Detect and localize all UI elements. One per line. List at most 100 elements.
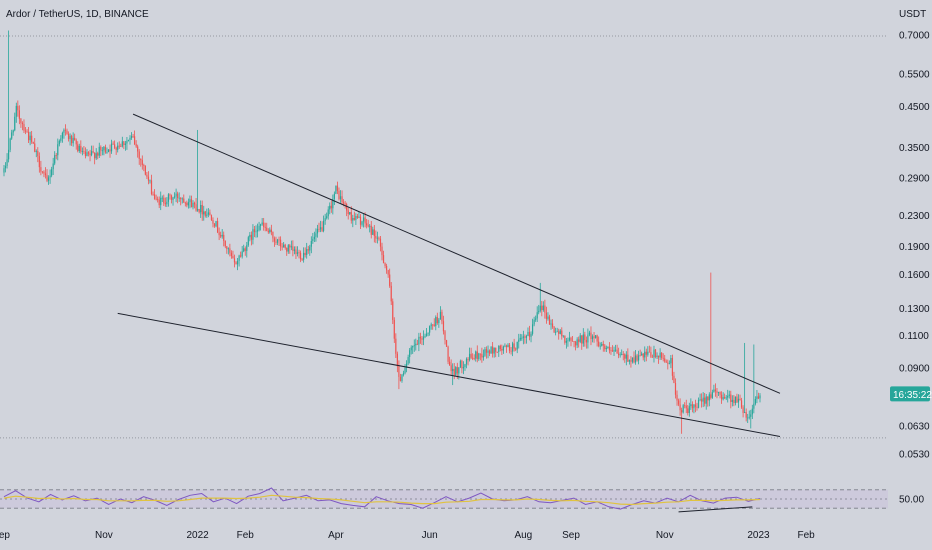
candle <box>161 195 163 203</box>
candle-body <box>4 165 7 169</box>
candle-body <box>393 319 395 339</box>
candle-body <box>458 367 460 374</box>
candle <box>198 208 200 214</box>
candle <box>350 206 352 224</box>
candle <box>519 333 521 342</box>
candle <box>598 336 600 348</box>
candle <box>638 350 640 365</box>
candle-body <box>499 345 501 350</box>
candle-body <box>69 135 71 139</box>
candle-body <box>653 349 655 358</box>
candle <box>548 314 551 325</box>
candle-body <box>350 212 352 221</box>
candle <box>316 224 319 238</box>
candle-body <box>739 398 741 401</box>
candle-body <box>487 350 489 353</box>
candle <box>126 137 128 150</box>
current-price-label: 16:35:22 <box>893 390 932 401</box>
candle <box>630 356 632 368</box>
candle-body <box>453 368 455 375</box>
candle-body <box>488 350 491 354</box>
candle-body <box>598 341 600 346</box>
candle-body <box>756 396 758 400</box>
candle <box>98 142 100 158</box>
candle-body <box>641 353 643 356</box>
candle <box>601 341 603 347</box>
candle <box>621 349 623 356</box>
candle <box>167 193 170 207</box>
candle-body <box>192 202 194 208</box>
candle <box>545 306 548 324</box>
candle-body <box>226 246 228 249</box>
candle <box>140 158 142 167</box>
candle <box>441 309 443 325</box>
candle <box>504 343 506 348</box>
candle-body <box>193 202 196 205</box>
candle <box>134 130 136 146</box>
candle <box>659 348 661 360</box>
candle <box>164 197 166 207</box>
candle-body <box>6 159 8 166</box>
candle-body <box>127 139 130 141</box>
candle-body <box>482 355 485 358</box>
candle <box>402 370 405 377</box>
candle-body <box>505 345 508 348</box>
price-tick-label: 0.2900 <box>899 174 930 185</box>
candle-body <box>744 412 746 413</box>
candle <box>452 363 454 386</box>
candle <box>278 236 280 246</box>
candle-body <box>290 246 292 248</box>
candle <box>376 231 378 244</box>
candle-body <box>109 149 111 152</box>
candle-body <box>519 337 521 340</box>
candle <box>227 247 229 255</box>
candle <box>172 196 174 206</box>
candle-body <box>422 336 425 340</box>
candle <box>323 215 325 233</box>
candle-body <box>318 228 320 230</box>
candle-body <box>550 323 552 325</box>
candle-body <box>759 395 761 399</box>
candle-body <box>622 353 624 355</box>
candle <box>283 242 285 248</box>
candle-body <box>115 147 117 150</box>
candle <box>236 258 239 271</box>
trendline-lower <box>117 312 781 438</box>
candle-body <box>117 145 119 150</box>
candle-body <box>362 217 365 222</box>
candle-body <box>694 404 697 407</box>
candle-body <box>533 319 535 325</box>
candle-body <box>49 175 51 178</box>
candle <box>52 157 54 176</box>
candle <box>642 353 644 361</box>
candle-body <box>736 396 738 403</box>
candle-body <box>528 332 531 337</box>
candle <box>183 194 185 203</box>
candle <box>424 333 426 339</box>
candle <box>648 345 650 353</box>
candle <box>558 328 560 340</box>
candle-body <box>424 335 426 337</box>
candle <box>581 335 583 350</box>
candle-body <box>269 229 271 233</box>
candle <box>78 143 80 153</box>
candle-body <box>112 143 114 145</box>
candle <box>624 353 626 363</box>
candle-body <box>444 331 446 341</box>
candle <box>296 246 299 257</box>
candle <box>336 181 339 195</box>
candle-body <box>52 163 54 170</box>
candle-body <box>624 354 626 359</box>
candle <box>611 345 614 352</box>
candle <box>608 342 611 354</box>
candle-body <box>548 316 551 325</box>
candle <box>40 160 42 176</box>
candle-body <box>209 212 211 216</box>
candle-body <box>430 324 432 327</box>
candle <box>66 128 68 135</box>
candle-body <box>346 204 348 211</box>
candle-body <box>212 219 214 224</box>
reference-lines <box>0 35 888 439</box>
candle <box>616 344 618 354</box>
